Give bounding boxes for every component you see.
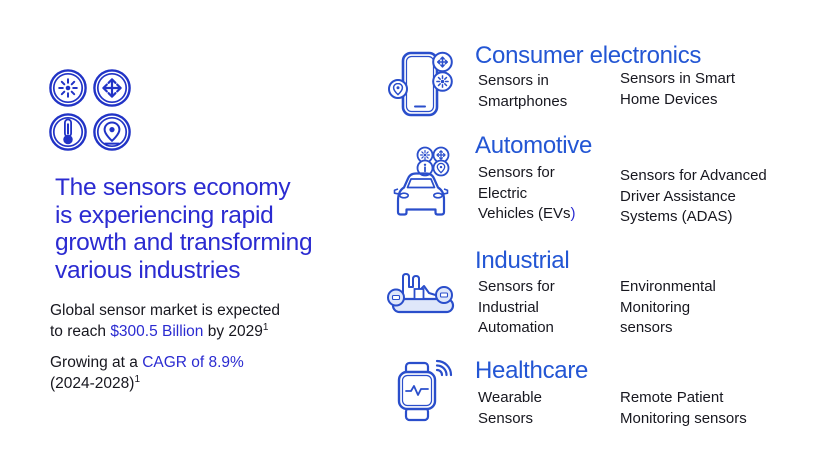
consumer-col1: Sensors in Smartphones bbox=[478, 72, 568, 110]
industrial-col2: Environmental Monitoring sensors bbox=[620, 278, 716, 336]
cagr-value: CAGR of 8.9% bbox=[142, 354, 244, 371]
smartphone-sensors-icon bbox=[388, 48, 454, 120]
automotive-col1: Sensors for Electric Vehicles (EVs) bbox=[478, 164, 576, 222]
move-arrows-icon bbox=[92, 68, 132, 108]
location-pin-icon bbox=[92, 112, 132, 152]
ev-paren-accent: ) bbox=[570, 205, 576, 222]
car-sensors-icon bbox=[388, 138, 454, 226]
factory-sensors-icon bbox=[386, 260, 460, 322]
main-headline: The sensors economy is experiencing rapi… bbox=[55, 174, 313, 284]
section-title-healthcare: Healthcare bbox=[475, 357, 589, 384]
industries-panel: Consumer electronics Sensors in Smartpho… bbox=[386, 0, 814, 458]
consumer-col2: Sensors in Smart Home Devices bbox=[620, 70, 736, 108]
sensor-icon-grid bbox=[48, 68, 132, 152]
industrial-col1: Sensors for Industrial Automation bbox=[478, 278, 555, 336]
section-title-automotive: Automotive bbox=[475, 132, 593, 159]
section-title-industrial: Industrial bbox=[475, 247, 570, 274]
market-stat-line2: to reach $300.5 Billion by 20291 bbox=[50, 321, 269, 340]
growth-stat-line2: (2024-2028)1 bbox=[50, 373, 141, 392]
market-stat-line1: Global sensor market is expected bbox=[50, 302, 281, 319]
healthcare-col1: Wearable Sensors bbox=[478, 389, 542, 427]
footnote-1-marker: 1 bbox=[134, 373, 141, 385]
market-value: $300.5 Billion bbox=[110, 322, 204, 340]
automotive-col2: Sensors for Advanced Driver Assistance S… bbox=[620, 167, 767, 225]
market-stat: Global sensor market is expected to reac… bbox=[50, 301, 340, 342]
footnote-1-marker: 1 bbox=[262, 321, 269, 333]
smartwatch-sensors-icon bbox=[394, 358, 458, 436]
brightness-icon bbox=[48, 68, 88, 108]
healthcare-col2: Remote Patient Monitoring sensors bbox=[620, 389, 747, 427]
growth-stat: Growing at a CAGR of 8.9% (2024-2028)1 bbox=[50, 353, 340, 394]
thermometer-icon bbox=[48, 112, 88, 152]
growth-stat-line1: Growing at a CAGR of 8.9% bbox=[50, 354, 244, 371]
section-title-consumer-electronics: Consumer electronics bbox=[475, 42, 702, 69]
